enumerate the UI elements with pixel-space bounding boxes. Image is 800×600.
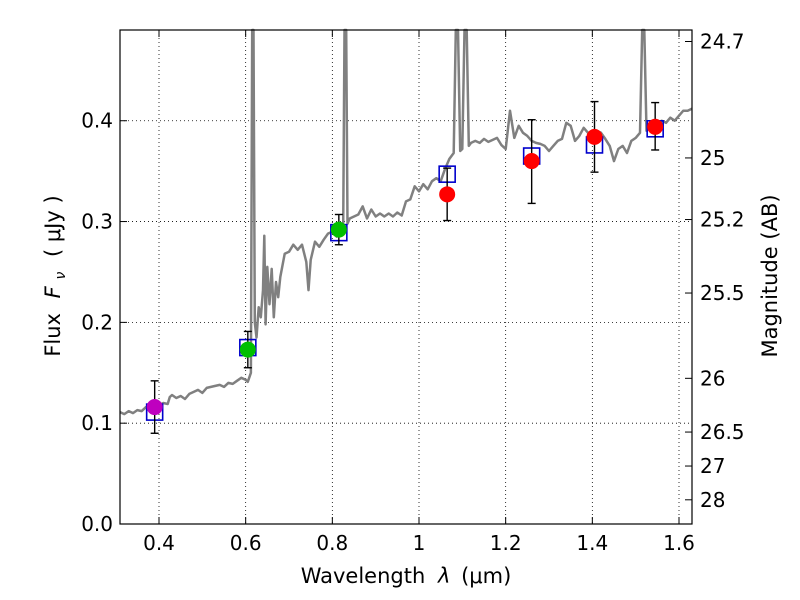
observations-layer	[145, 100, 664, 434]
magnitude-tick-label: 28	[700, 488, 725, 512]
x-tick-label: 0.6	[230, 531, 262, 555]
magnitude-tick-label: 26	[700, 366, 725, 390]
y-tick-label: 0.4	[81, 109, 113, 133]
x-tick-label: 1	[413, 531, 426, 555]
magnitude-tick-label: 25.5	[700, 281, 745, 305]
observed-flux-marker	[146, 399, 163, 416]
magnitude-tick-label: 25	[700, 146, 725, 170]
observed-flux-marker	[239, 341, 256, 358]
x-tick-label: 1.4	[576, 531, 608, 555]
observed-flux-marker	[586, 128, 603, 145]
photometry-point	[145, 380, 164, 434]
photometry-point	[239, 330, 257, 369]
magnitude-tick-label: 24.7	[700, 29, 745, 53]
x-tick-label: 0.4	[143, 531, 175, 555]
observed-flux-marker	[330, 221, 347, 238]
y-tick-label: 0.0	[81, 512, 113, 536]
photometry-point	[330, 213, 348, 246]
y-axis-label: Flux F ν ( μJy )	[41, 195, 70, 356]
plot-frame	[119, 29, 693, 525]
x-tick-label: 0.8	[316, 531, 348, 555]
x-tick-label: 1.6	[663, 531, 695, 555]
magnitude-tick-label: 27	[700, 454, 725, 478]
ticks-layer: 0.4 0.6 0.8 1 1.2 1.4 1.6 0.0 0.1 0.2 0.3 0.4 24.7 25…	[81, 29, 744, 555]
x-tick-label: 1.2	[490, 531, 522, 555]
spectrum-line	[119, 28, 693, 416]
observed-flux-marker	[523, 153, 540, 170]
y-tick-label: 0.3	[81, 210, 113, 234]
y-tick-label: 0.1	[81, 411, 113, 435]
grid	[120, 30, 692, 524]
magnitude-tick-label: 26.5	[700, 420, 745, 444]
observed-flux-marker	[647, 118, 664, 135]
right-axis-label: Magnitude (AB)	[758, 194, 782, 357]
magnitude-tick-label: 25.2	[700, 208, 745, 232]
photometry-point	[522, 119, 541, 205]
y-tick-label: 0.2	[81, 310, 113, 334]
photometry-point	[646, 101, 664, 151]
photometry-point	[438, 165, 456, 222]
photometry-point	[585, 100, 604, 173]
spectrum-layer	[119, 28, 693, 416]
x-axis-label: Wavelength λ (μm)	[301, 564, 512, 588]
observed-flux-marker	[439, 186, 456, 203]
